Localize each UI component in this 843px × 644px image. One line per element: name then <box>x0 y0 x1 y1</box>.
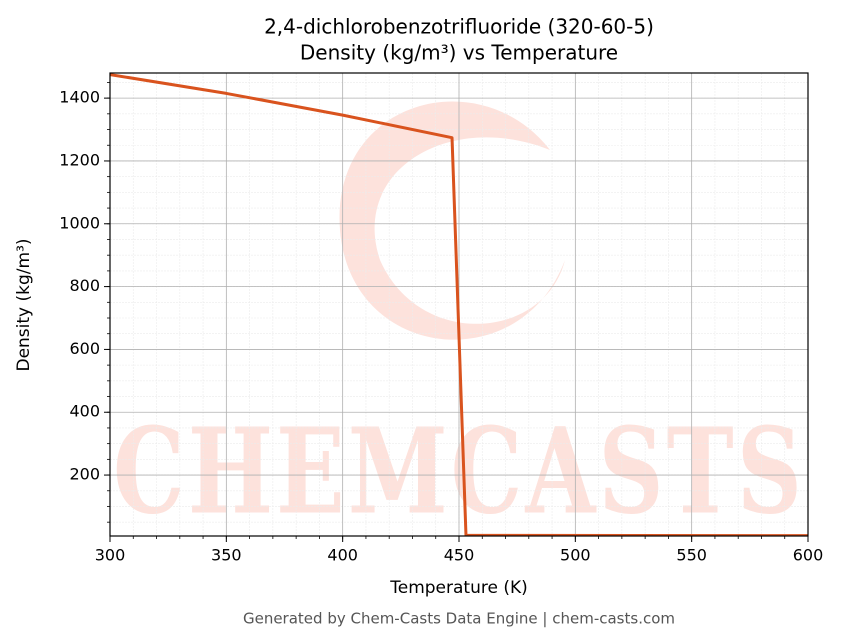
watermark: CHEMCASTS <box>113 402 805 541</box>
y-tick-label: 200 <box>69 465 100 484</box>
y-axis-label: Density (kg/m³) <box>14 238 34 371</box>
x-tick-label: 450 <box>444 546 475 565</box>
y-tick-label: 1000 <box>59 213 100 232</box>
plot-frame <box>109 72 809 537</box>
x-tick-label: 550 <box>676 546 707 565</box>
y-tick-label: 1400 <box>59 88 100 107</box>
x-tick-label: 400 <box>327 546 358 565</box>
chart-subtitle: Density (kg/m³) vs Temperature <box>300 41 618 65</box>
x-tick-label: 300 <box>95 546 126 565</box>
chart-title: 2,4-dichlorobenzotrifluoride (320-60-5) <box>264 15 654 39</box>
x-tick-label: 350 <box>211 546 242 565</box>
x-tick-label: 500 <box>560 546 591 565</box>
x-tick-label: 600 <box>793 546 824 565</box>
x-axis-label: Temperature (K) <box>389 578 528 598</box>
footer: Generated by Chem-Casts Data Engine | ch… <box>243 610 675 628</box>
y-tick-label: 600 <box>69 339 100 358</box>
y-tick-label: 800 <box>69 276 100 295</box>
y-tick-label: 400 <box>69 402 100 421</box>
y-tick-label: 1200 <box>59 150 100 169</box>
